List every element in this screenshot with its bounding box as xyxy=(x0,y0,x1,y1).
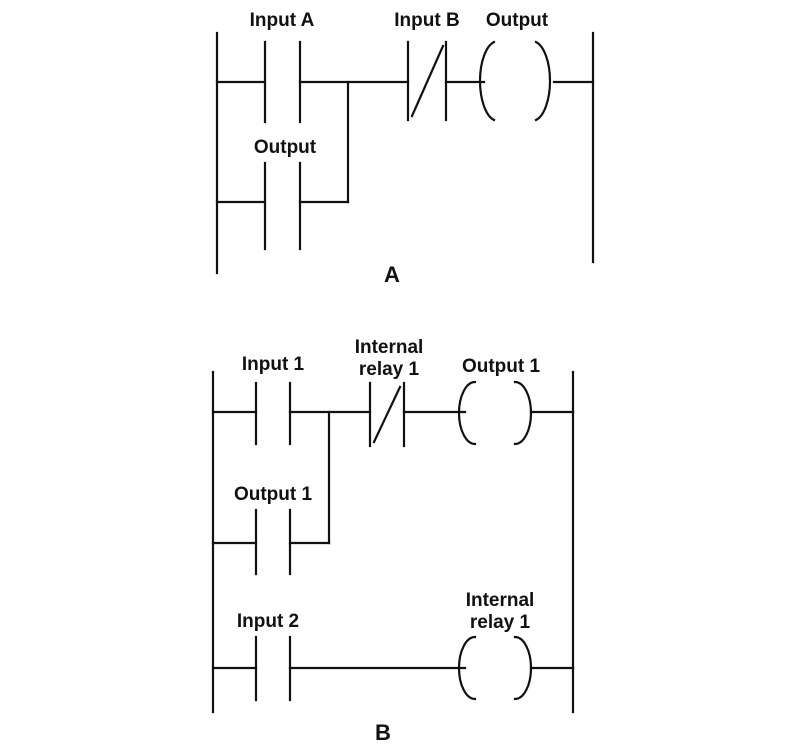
rung-1-a xyxy=(215,40,595,124)
input-b-contact-nc xyxy=(406,40,448,122)
input-a-label: Input A xyxy=(250,10,315,31)
output-1-contact-label: Output 1 xyxy=(234,484,313,505)
output-1-coil xyxy=(457,380,533,446)
internal-relay-1-coil xyxy=(457,635,533,701)
caption-b: B xyxy=(375,720,391,745)
input-b-label: Input B xyxy=(394,10,459,31)
input-2-label: Input 2 xyxy=(237,611,299,632)
output-contact-no-a xyxy=(263,161,302,251)
branch-rung-b xyxy=(211,410,331,576)
branch-rung-a xyxy=(215,80,350,251)
ladder-diagram-b: Input 1 Internal relay 1 Output 1 Output… xyxy=(211,337,575,745)
internal-relay-coil-label-line1: Internal xyxy=(466,590,535,611)
input-1-contact-no xyxy=(254,381,292,446)
caption-a: A xyxy=(384,262,400,287)
output-coil-label-a: Output xyxy=(486,10,549,31)
output-1-coil-label: Output 1 xyxy=(462,356,541,377)
internal-relay-1-contact-nc xyxy=(368,381,406,448)
ladder-diagram-a: Input A Input B Output Output A xyxy=(215,10,595,287)
input-1-label: Input 1 xyxy=(242,354,305,375)
rung-2-b xyxy=(211,635,575,702)
input-2-contact-no xyxy=(254,635,292,702)
output-1-contact-no xyxy=(254,508,292,576)
internal-relay-coil-label-line2: relay 1 xyxy=(470,612,531,633)
input-a-contact-no xyxy=(263,40,302,124)
output-contact-label-a: Output xyxy=(254,137,317,158)
output-coil-a xyxy=(478,40,552,122)
internal-relay-contact-label-line2: relay 1 xyxy=(359,359,420,380)
internal-relay-contact-label-line1: Internal xyxy=(355,337,424,358)
rung-1-b xyxy=(211,380,575,448)
